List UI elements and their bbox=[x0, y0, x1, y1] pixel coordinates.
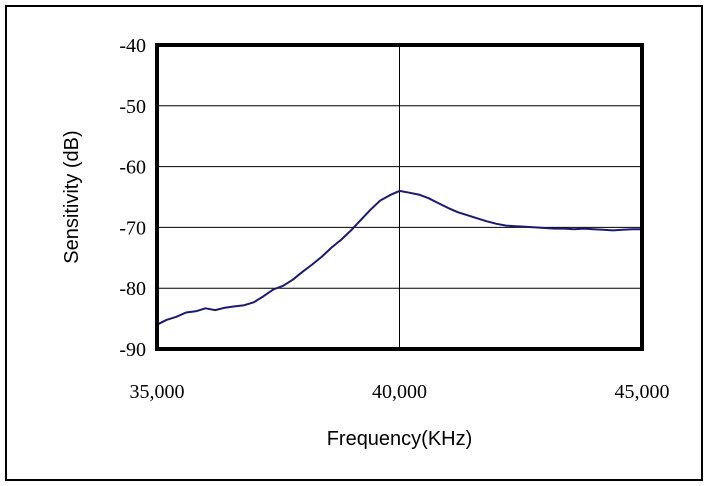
y-axis-label: Sensitivity (dB) bbox=[61, 130, 83, 263]
y-tick-label: -80 bbox=[119, 278, 146, 300]
y-tick-label: -60 bbox=[119, 157, 146, 179]
x-tick-label: 45,000 bbox=[615, 381, 670, 403]
x-axis-label: Frequency(KHz) bbox=[327, 428, 473, 450]
plot-area-border bbox=[155, 43, 644, 351]
y-tick-label: -70 bbox=[119, 217, 146, 239]
y-tick-label: -90 bbox=[119, 339, 146, 361]
y-tick-label: -40 bbox=[119, 35, 146, 57]
chart-frame bbox=[5, 5, 703, 481]
x-tick-label: 35,000 bbox=[130, 381, 185, 403]
sensitivity-line bbox=[156, 189, 642, 326]
y-axis-ticks: -40 -50 -60 -70 -80 -90 bbox=[119, 35, 146, 361]
y-tick-label: -50 bbox=[119, 96, 146, 118]
x-tick-label: 40,000 bbox=[372, 381, 427, 403]
x-axis-ticks: 35,000 40,000 45,000 bbox=[130, 381, 670, 403]
